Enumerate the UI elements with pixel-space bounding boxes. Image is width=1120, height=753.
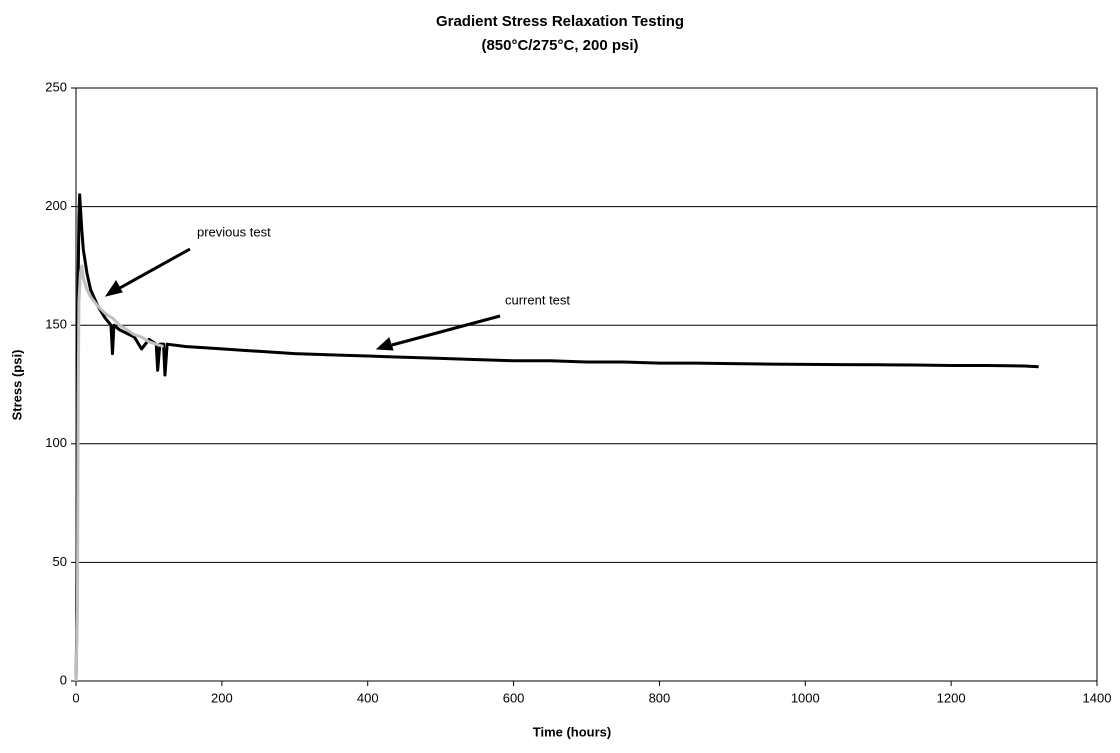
- x-tick-label: 0: [72, 690, 79, 705]
- arrow: [117, 247, 191, 291]
- plot-area: [75, 87, 1098, 682]
- y-tick-label: 50: [53, 554, 67, 569]
- x-tick-label: 1400: [1083, 690, 1112, 705]
- chart-subtitle: (850°C/275°C, 200 psi): [481, 37, 638, 54]
- arrow-head: [104, 280, 123, 297]
- annotation: current test: [505, 292, 570, 307]
- annotation-arrows: [104, 247, 501, 351]
- x-tick-label: 1000: [791, 690, 820, 705]
- x-tick-label: 600: [503, 690, 525, 705]
- x-axis-title: Time (hours): [533, 724, 612, 739]
- chart-title: Gradient Stress Relaxation Testing: [436, 13, 684, 30]
- y-tick-label: 250: [45, 79, 67, 94]
- y-tick-label: 100: [45, 435, 67, 450]
- y-tick-label: 200: [45, 198, 67, 213]
- y-axis-title: Stress (psi): [9, 350, 24, 421]
- arrow: [391, 314, 501, 347]
- x-tick-label: 1200: [937, 690, 966, 705]
- annotation: previous test: [197, 224, 271, 239]
- arrow-head: [375, 337, 394, 351]
- x-tick-label: 400: [357, 690, 379, 705]
- series-line: [74, 264, 164, 682]
- x-tick-label: 200: [211, 690, 233, 705]
- series-line: [74, 193, 1039, 682]
- x-tick-label: 800: [649, 690, 671, 705]
- y-tick-label: 150: [45, 317, 67, 332]
- y-tick-label: 0: [60, 672, 67, 687]
